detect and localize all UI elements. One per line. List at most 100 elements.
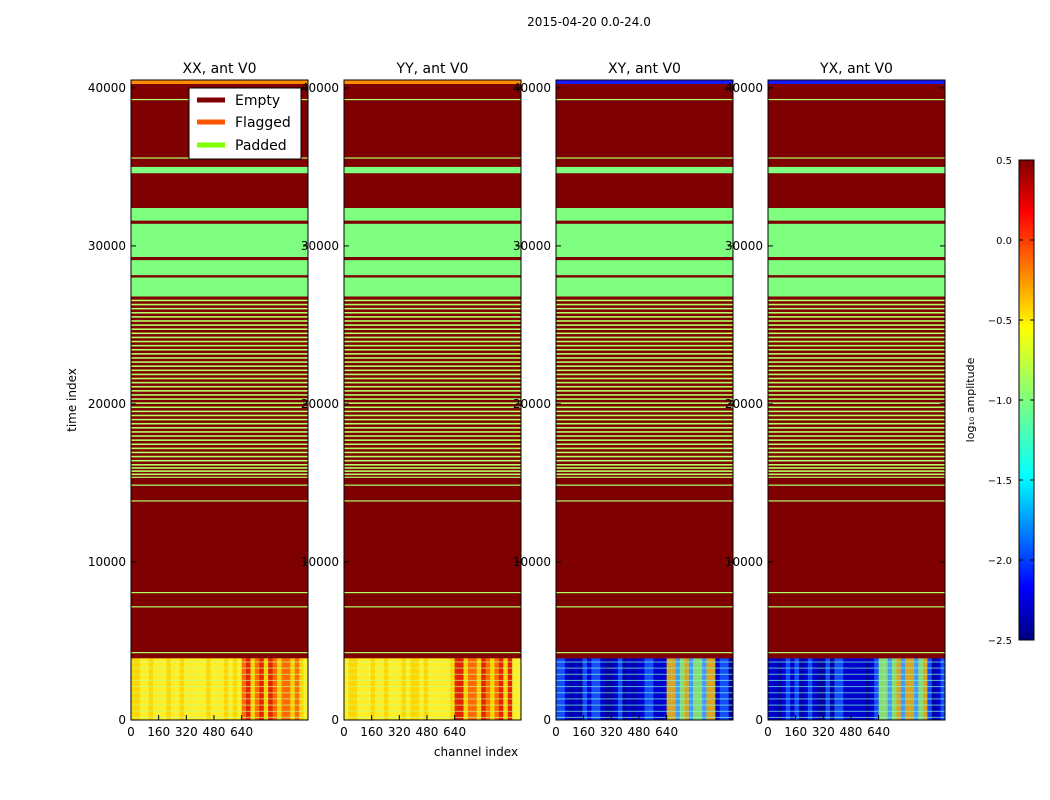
data-column [768,658,773,720]
padded-line [131,652,308,654]
padded-line [131,459,308,462]
y-tick-label: 0 [543,713,551,727]
padded-line [556,377,733,380]
padded-line [556,467,733,469]
y-tick-label: 20000 [725,397,763,411]
data-column [498,658,504,720]
data-column [644,658,650,720]
padded-line [768,459,945,462]
padded-line [131,353,308,355]
padded-line [344,361,521,363]
x-axis-label: channel index [434,745,518,759]
padded-line [768,476,945,478]
data-column [272,658,278,720]
data-column [653,658,659,720]
x-tick-label: 320 [812,725,835,739]
data-column [719,658,725,720]
data-row-line [344,716,521,718]
padded-line [768,320,945,322]
padded-line [344,390,521,392]
padded-line [131,336,308,339]
x-tick-label: 160 [360,725,383,739]
padded-block [131,260,308,276]
data-column [405,658,411,720]
padded-line [556,484,733,486]
y-tick-label: 40000 [301,81,339,95]
padded-block [768,208,945,221]
padded-line [131,422,308,425]
padded-line [768,303,945,306]
padded-line [556,422,733,425]
data-column [794,658,800,720]
padded-line [344,394,521,396]
data-row-line [344,704,521,706]
data-column [436,658,442,720]
padded-line [556,336,733,339]
data-column [467,658,473,720]
padded-line [131,431,308,433]
top-stripe [556,80,733,84]
data-column [192,658,198,720]
data-column [361,658,367,720]
data-row-line [131,667,308,669]
padded-line [131,385,308,388]
padded-line [344,365,521,367]
padded-line [131,332,308,335]
x-tick-label: 480 [203,725,226,739]
padded-line [768,464,945,466]
data-column [432,658,438,720]
data-row-line [344,698,521,700]
y-tick-label: 20000 [301,397,339,411]
data-column [573,658,579,720]
padded-line [556,451,733,454]
padded-line [556,431,733,433]
data-column [175,658,180,720]
data-column [148,658,154,720]
padded-line [768,439,945,441]
padded-line [768,377,945,380]
padded-line [131,402,308,404]
padded-block [556,260,733,276]
data-column [388,658,393,720]
data-row-line [768,679,945,681]
padded-line [768,406,945,409]
data-column [348,658,354,720]
padded-line [556,459,733,462]
padded-line [768,357,945,359]
padded-line [344,470,521,472]
data-column [918,658,924,720]
padded-line [344,303,521,306]
padded-line [556,357,733,359]
padded-line [556,435,733,437]
padded-line [131,328,308,331]
padded-line [556,365,733,367]
padded-line [131,451,308,454]
data-column [494,658,500,720]
data-column [785,658,791,720]
padded-line [131,361,308,363]
data-column [263,658,269,720]
padded-line [556,299,733,302]
data-row-line [556,686,733,688]
x-tick-label: 640 [867,725,890,739]
panel-title: XY, ant V0 [608,61,681,77]
padded-line [556,398,733,400]
padded-line [344,324,521,326]
padded-line [344,500,521,502]
padded-line [131,398,308,400]
data-column [441,658,447,720]
panel-frame [555,79,734,721]
data-column [135,658,141,720]
padded-block [768,260,945,276]
legend-label-empty: Empty [235,93,280,109]
data-column [383,658,389,720]
y-tick-label: 0 [118,713,126,727]
data-row-line [768,686,945,688]
padded-line [768,307,945,310]
padded-line [556,414,733,417]
data-column [370,658,376,720]
padded-line [768,451,945,454]
padded-line [768,592,945,594]
data-column [139,658,145,720]
data-column [675,658,681,720]
